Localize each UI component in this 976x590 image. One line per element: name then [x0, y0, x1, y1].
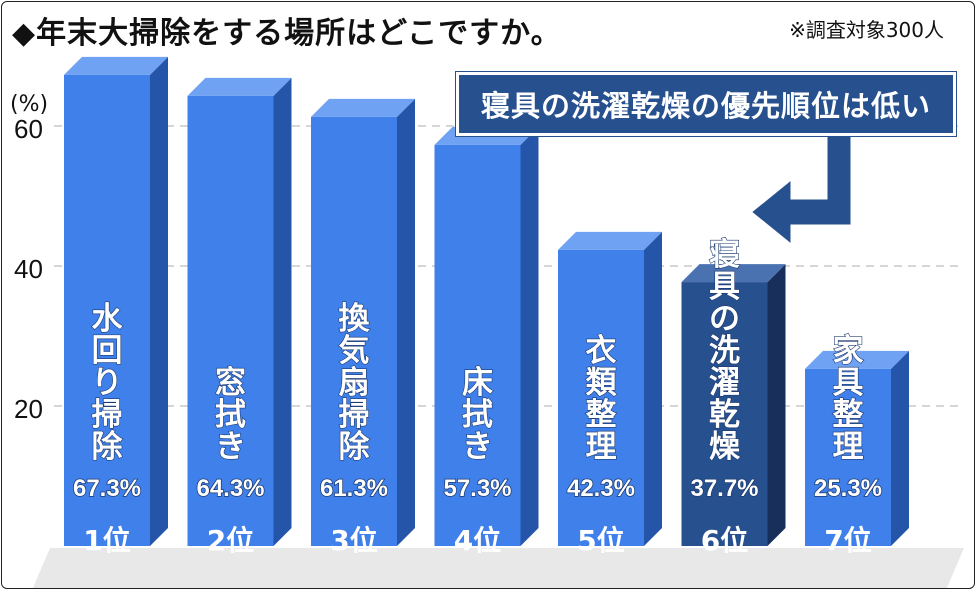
bar	[64, 74, 150, 547]
value-label: 37.7%	[690, 475, 758, 502]
bar-side	[767, 264, 786, 546]
category-label: 家具整理	[833, 333, 864, 465]
bar-top	[805, 350, 909, 369]
value-label: 25.3%	[814, 475, 882, 502]
y-tick-label: 40	[14, 254, 43, 284]
rank-label: 6位	[701, 524, 748, 557]
bar	[681, 282, 768, 546]
bar-top	[187, 77, 292, 96]
bar-top	[64, 56, 168, 75]
rank-label: 1位	[83, 524, 130, 557]
page-title: ◆年末大掃除をする場所はどこですか。	[12, 16, 562, 51]
category-label: 水回り掃除	[92, 301, 124, 465]
rank-label: 7位	[824, 524, 871, 557]
value-label: 67.3%	[73, 475, 141, 502]
bar-side	[644, 231, 662, 546]
bar	[187, 95, 274, 547]
rank-label: 3位	[330, 524, 377, 557]
y-tick-label: 60	[14, 114, 43, 144]
bar-top	[311, 98, 415, 117]
value-label: 42.3%	[567, 475, 635, 502]
value-label: 61.3%	[320, 475, 388, 502]
category-label: 床拭き	[462, 365, 493, 465]
bar	[434, 144, 521, 546]
bar-side	[397, 98, 415, 547]
bar-top	[681, 264, 786, 283]
rank-label: 2位	[207, 524, 254, 557]
category-label: 寝具の洗濯乾燥	[709, 237, 741, 465]
bar	[805, 368, 891, 546]
bar-top	[558, 231, 662, 250]
rank-label: 4位	[454, 524, 501, 557]
chart-floor	[32, 548, 964, 588]
survey-note: ※調査対象300人	[789, 18, 944, 42]
y-axis-unit: (%)	[10, 92, 49, 117]
bar-side	[891, 350, 909, 546]
y-tick-label: 20	[14, 394, 43, 424]
callout-box: 寝具の洗濯乾燥の優先順位は低い	[455, 71, 957, 137]
bar	[558, 249, 644, 546]
value-label: 57.3%	[443, 475, 511, 502]
value-label: 64.3%	[196, 475, 264, 502]
category-label: 換気扇掃除	[339, 301, 371, 465]
category-label: 衣類整理	[586, 333, 618, 465]
bar	[311, 116, 397, 547]
bar-side	[150, 56, 168, 547]
callout-arrow	[747, 130, 854, 250]
category-label: 窓拭き	[215, 365, 246, 465]
bar-side	[273, 77, 292, 547]
rank-label: 5位	[577, 524, 624, 557]
bar-side	[520, 126, 539, 547]
